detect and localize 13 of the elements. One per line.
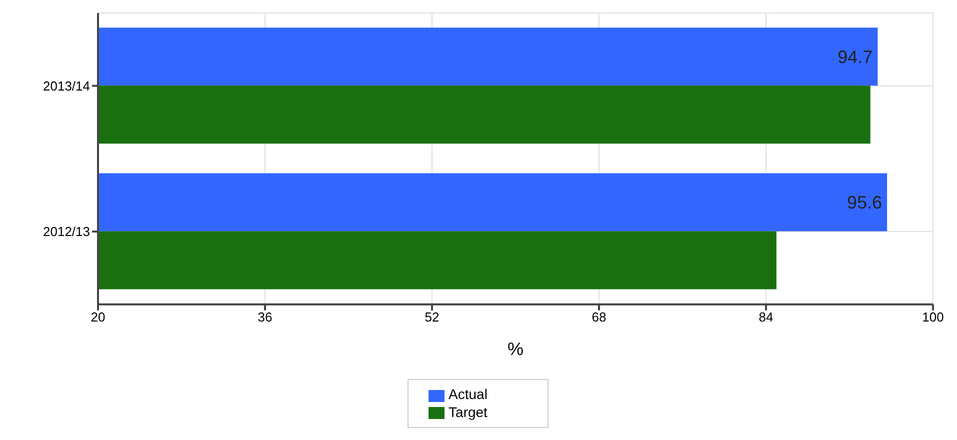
data-label: 95.6 bbox=[847, 192, 882, 213]
x-tick-label: 100 bbox=[922, 310, 944, 325]
x-tick-label: 36 bbox=[258, 310, 272, 325]
legend-label: Actual bbox=[448, 386, 488, 402]
x-axis-title: % bbox=[507, 339, 524, 360]
legend-label: Target bbox=[448, 404, 488, 420]
x-tick-label: 52 bbox=[424, 310, 440, 325]
x-tick-label: 20 bbox=[90, 310, 106, 325]
x-tick-label: 68 bbox=[592, 310, 606, 325]
x-tick-label: 84 bbox=[758, 310, 774, 325]
y-tick-label: 2012/13 bbox=[43, 224, 90, 240]
data-label: 94.7 bbox=[838, 46, 873, 67]
y-tick-label: 2013/14 bbox=[43, 78, 90, 94]
